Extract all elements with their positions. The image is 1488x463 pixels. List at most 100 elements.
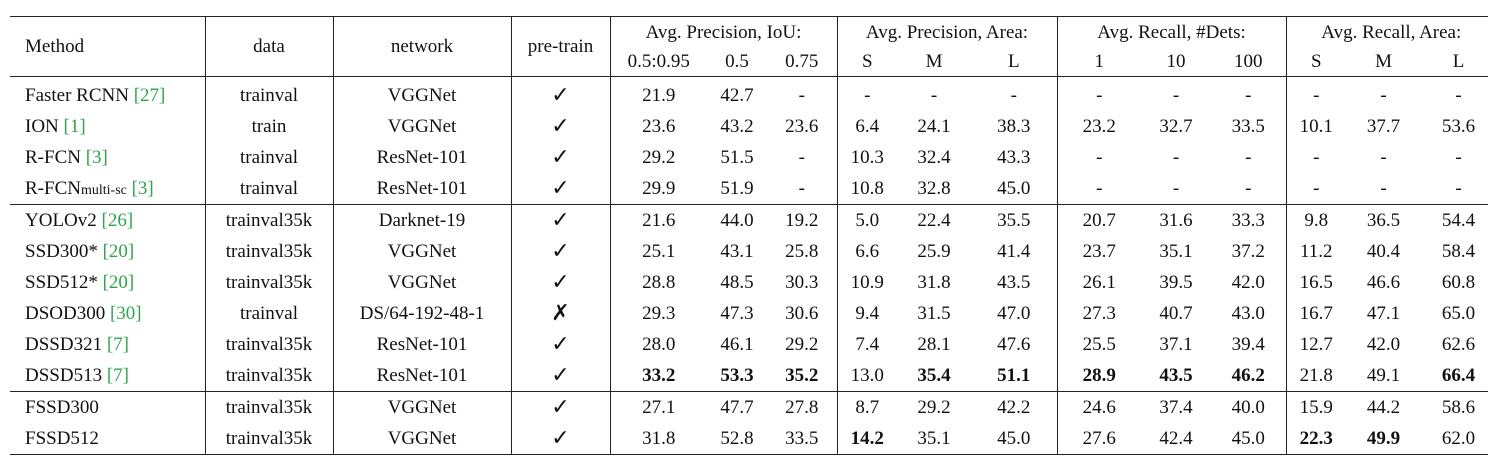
- pretrain-cell: ✓: [510, 111, 610, 142]
- subheader-cell: S: [836, 47, 898, 77]
- network-cell: VGGNet: [332, 111, 511, 142]
- metric-cell: -: [1141, 76, 1212, 111]
- metric-cell: 13.0: [836, 360, 898, 392]
- table-row: DSSD513 [7] trainval35k ResNet-101 ✓ 33.2 53.…: [10, 360, 1488, 392]
- data-cell: trainval: [204, 173, 333, 205]
- table-row: R-FCNmulti-sc [3] trainval ResNet-101 ✓ 29.9…: [10, 173, 1488, 205]
- metric-cell: 24.6: [1056, 391, 1142, 423]
- method-name: DSSD321: [25, 333, 103, 355]
- subheader-cell: L: [1007, 50, 1020, 72]
- method-header: Method: [10, 16, 205, 77]
- metric-cell: 28.1: [917, 333, 951, 355]
- network-cell: VGGNet: [332, 267, 511, 298]
- metric-cell: 58.6: [1421, 391, 1488, 423]
- metric-cell: 6.4: [836, 111, 898, 142]
- metric-cell: 47.6: [997, 333, 1031, 355]
- metric-cell: 9.8: [1285, 204, 1347, 236]
- header-row-2: 0.5:0.95 0.5 0.75 S M L 1 10 100 S M L: [10, 47, 1488, 77]
- checkmark-icon: ✓: [551, 239, 570, 264]
- metric-cell: 46.2: [1231, 364, 1265, 386]
- metric-cell: 27.1: [609, 391, 707, 423]
- method-cell: SSD300* [20]: [10, 236, 205, 267]
- metric-cell: 43.2: [720, 115, 754, 137]
- metric-cell: 42.2: [971, 391, 1058, 423]
- metric-cell: 31.8: [917, 271, 951, 293]
- metric-cell: 40.0: [1211, 391, 1287, 423]
- metric-cell: -: [1380, 177, 1387, 199]
- metric-cell: 10.9: [836, 267, 898, 298]
- metric-cell: 33.5: [1231, 115, 1265, 137]
- pretrain-cell: ✓: [510, 204, 610, 236]
- metric-cell: 31.5: [917, 302, 951, 324]
- metric-cell: 16.7: [1285, 298, 1347, 329]
- metric-cell: 21.6: [609, 204, 707, 236]
- metric-cell: -: [1056, 76, 1142, 111]
- metric-cell: 45.0: [971, 423, 1058, 455]
- metric-cell: 14.2: [836, 423, 898, 455]
- data-cell: trainval35k: [204, 236, 333, 267]
- metric-cell: -: [1455, 146, 1462, 168]
- metric-cell: -: [1172, 146, 1180, 168]
- metric-cell: 62.6: [1441, 333, 1476, 355]
- metric-cell: 29.2: [609, 142, 707, 173]
- table-row: SSD300* [20] trainval35k VGGNet ✓ 25.1 43.1 25…: [10, 236, 1488, 267]
- metric-cell: 43.0: [1231, 302, 1265, 324]
- metric-cell: 25.1: [609, 236, 707, 267]
- metric-cell: 53.6: [1441, 115, 1476, 137]
- metric-cell: 5.0: [836, 204, 898, 236]
- metric-cell: 42.0: [1231, 271, 1265, 293]
- metric-cell: 21.8: [1285, 360, 1347, 392]
- citation-link: [20]: [102, 240, 135, 262]
- subheader-cell: 0.5:0.95: [609, 47, 707, 77]
- metric-cell: 36.5: [1346, 204, 1422, 236]
- citation-link: [30]: [109, 302, 142, 324]
- metric-cell: 44.0: [707, 204, 767, 236]
- data-cell: train: [204, 111, 333, 142]
- metric-cell: 37.2: [1231, 240, 1265, 262]
- checkmark-icon: ✓: [551, 363, 570, 388]
- metric-cell: -: [836, 76, 898, 111]
- metric-cell: 45.0: [997, 177, 1031, 199]
- metric-cell: 23.7: [1056, 236, 1142, 267]
- data-cell: trainval35k: [204, 267, 333, 298]
- metric-cell: -: [1285, 142, 1347, 173]
- metric-cell: -: [1245, 177, 1252, 199]
- pretrain-cell: ✓: [510, 329, 610, 360]
- metric-cell: 33.5: [767, 423, 838, 455]
- metric-cell: 16.5: [1285, 267, 1347, 298]
- subheader-cell: 0.75: [785, 50, 819, 72]
- metric-cell: 35.4: [917, 364, 951, 386]
- metric-cell: 48.5: [720, 271, 754, 293]
- metric-cell: 33.3: [1211, 204, 1287, 236]
- metric-cell: 21.9: [609, 76, 707, 111]
- metric-cell: 24.1: [917, 115, 951, 137]
- metric-cell: 35.1: [897, 423, 972, 455]
- pretrain-cell: ✓: [510, 391, 610, 423]
- metric-cell: 25.8: [785, 240, 819, 262]
- metric-cell: 33.2: [609, 360, 707, 392]
- metric-cell: 52.8: [707, 423, 767, 455]
- pretrain-cell: ✓: [510, 142, 610, 173]
- checkmark-icon: ✓: [551, 145, 570, 170]
- metric-cell: 37.1: [1159, 333, 1193, 355]
- metric-cell: 28.9: [1056, 360, 1142, 392]
- metric-cell: -: [1245, 146, 1252, 168]
- table-row: FSSD512 trainval35k VGGNet ✓ 31.8 52.8 33.5 14.…: [10, 423, 1488, 455]
- metric-cell: 40.4: [1366, 240, 1401, 262]
- data-cell: trainval35k: [204, 204, 333, 236]
- metric-cell: 10.3: [836, 142, 898, 173]
- metric-cell: 49.9: [1346, 423, 1422, 455]
- ap-area-header: Avg. Precision, Area:: [836, 16, 1058, 47]
- metric-cell: -: [1285, 173, 1347, 205]
- metric-cell: -: [1211, 76, 1287, 111]
- metric-cell: -: [1380, 146, 1387, 168]
- results-table: Method data network pre-train Avg. Preci…: [10, 16, 1488, 455]
- method-cell: SSD512* [20]: [10, 267, 205, 298]
- metric-cell: 20.7: [1056, 204, 1142, 236]
- table-row: ION [1] train VGGNet ✓ 23.6 43.2 23.6 6.4 24.1 38…: [10, 111, 1488, 142]
- method-cell: DSSD513 [7]: [10, 360, 205, 392]
- citation-link: [1]: [63, 115, 86, 137]
- metric-cell: 28.8: [609, 267, 707, 298]
- metric-cell: 6.6: [836, 236, 898, 267]
- table-row: YOLOv2 [26] trainval35k Darknet-19 ✓ 21.6 44.…: [10, 204, 1488, 236]
